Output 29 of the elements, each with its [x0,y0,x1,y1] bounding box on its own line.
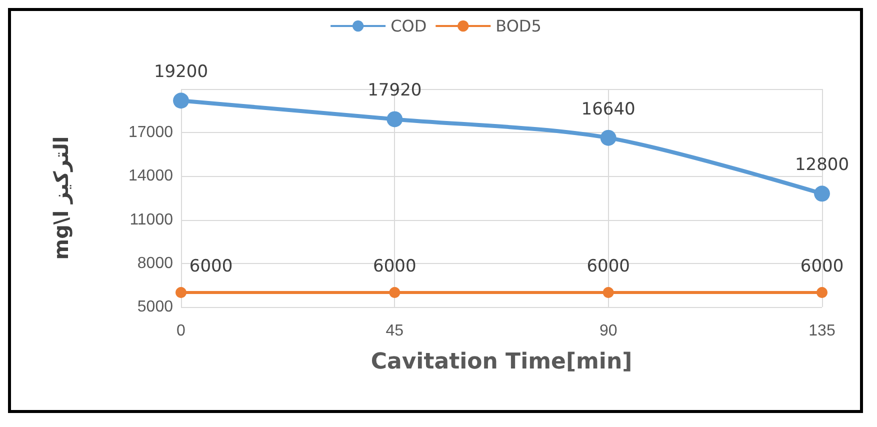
y-tick-label: 17000 [128,124,174,142]
data-label: 19200 [154,62,208,82]
x-tick-label: 0 [176,322,186,340]
x-axis-title: Cavitation Time[min] [370,350,632,374]
y-tick-label: 11000 [130,211,174,228]
y-axis-title: mg\l التركيز [49,136,73,260]
x-tick-label: 90 [599,322,618,340]
y-tick-label: 5000 [137,298,174,316]
point [173,92,189,109]
data-label: 6000 [373,256,416,276]
point [600,130,616,146]
point [176,286,186,298]
data-label: 6000 [800,256,844,276]
data-label: 16640 [581,99,636,120]
x-tick-label: 45 [386,322,404,340]
point [816,286,828,298]
data-label: 6000 [586,256,630,276]
y-tick-label: 14000 [128,168,174,185]
data-label: 6000 [189,256,233,276]
legend-label: BOD5 [496,16,542,36]
point [602,286,614,298]
point [389,286,400,298]
y-tick-label: 8000 [137,254,174,272]
point [814,186,830,202]
data-label: 17920 [368,80,422,101]
legend-label: COD [390,16,427,36]
x-tick-label: 135 [808,322,836,340]
data-label: 12800 [794,155,850,176]
point [386,111,403,128]
